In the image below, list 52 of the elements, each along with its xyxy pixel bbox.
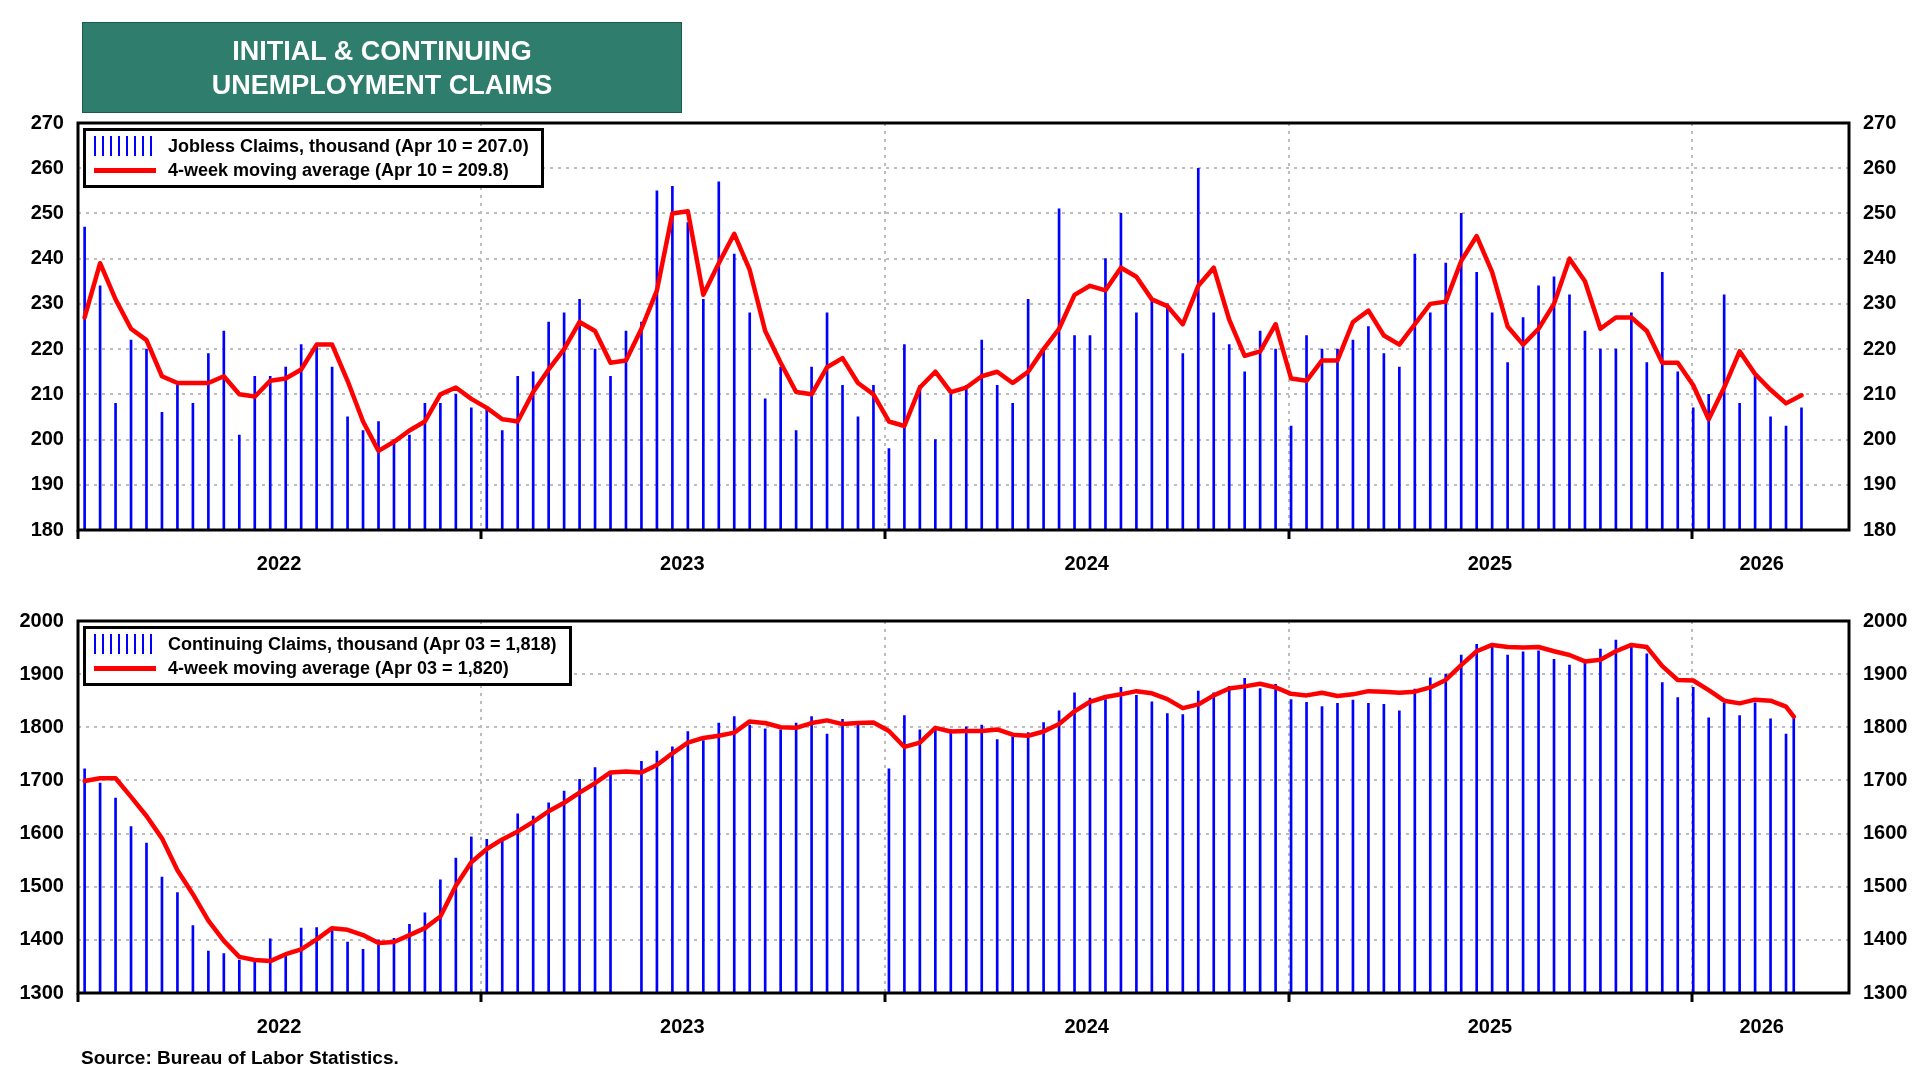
y-tick-label: 230 [30,291,64,314]
x-tick-label: 2024 [1064,1014,1110,1037]
x-tick-label: 2026 [1739,1014,1784,1037]
y-tick-label: 1400 [19,927,64,950]
y-tick-label: 180 [30,517,64,540]
y2-tick-label: 250 [1863,200,1897,223]
x-tick-label: 2025 [1467,551,1513,574]
y-tick-label: 2000 [19,608,64,631]
y2-tick-label: 200 [1863,427,1897,450]
y-tick-label: 240 [30,246,64,269]
y2-tick-label: 1400 [1863,927,1908,950]
chart-title: INITIAL & CONTINUING UNEMPLOYMENT CLAIMS [82,22,682,113]
y2-tick-label: 1300 [1863,980,1908,1003]
x-tick-label: 2024 [1064,551,1110,574]
x-tick-label: 2022 [256,551,302,574]
y2-tick-label: 230 [1863,291,1897,314]
source-note: Source: Bureau of Labor Statistics. [81,1047,399,1069]
legend-label: Jobless Claims, thousand (Apr 10 = 207.0) [168,135,529,157]
x-tick-label: 2025 [1467,1014,1513,1037]
legend-label: 4-week moving average (Apr 03 = 1,820) [168,657,509,679]
y-tick-label: 1600 [19,821,64,844]
y2-tick-label: 1900 [1863,661,1908,684]
y-tick-label: 270 [30,110,64,133]
x-tick-label: 2023 [660,551,705,574]
y2-tick-label: 210 [1863,381,1897,404]
y-tick-label: 200 [30,427,64,450]
y2-tick-label: 1600 [1863,821,1908,844]
y2-tick-label: 1500 [1863,874,1908,897]
y2-tick-label: 1800 [1863,714,1908,737]
y-tick-label: 1500 [19,874,64,897]
x-tick-label: 2026 [1739,551,1784,574]
y-tick-label: 1300 [19,980,64,1003]
y-tick-label: 1700 [19,767,64,790]
y-tick-label: 190 [30,472,64,495]
x-tick-label: 2023 [660,1014,705,1037]
y-tick-label: 250 [30,200,64,223]
y-tick-label: 220 [30,336,64,359]
y2-tick-label: 190 [1863,472,1897,495]
y2-tick-label: 260 [1863,155,1897,178]
y-tick-label: 1800 [19,714,64,737]
y-tick-label: 210 [30,381,64,404]
y2-tick-label: 270 [1863,110,1897,133]
x-tick-label: 2022 [256,1014,302,1037]
y-tick-label: 260 [30,155,64,178]
y2-tick-label: 1700 [1863,767,1908,790]
y2-tick-label: 180 [1863,517,1897,540]
y-tick-label: 1900 [19,661,64,684]
legend-label: Continuing Claims, thousand (Apr 03 = 1,818) [168,633,557,655]
legend-label: 4-week moving average (Apr 10 = 209.8) [168,159,509,181]
y2-tick-label: 220 [1863,336,1897,359]
y2-tick-label: 2000 [1863,608,1908,631]
y2-tick-label: 240 [1863,246,1897,269]
